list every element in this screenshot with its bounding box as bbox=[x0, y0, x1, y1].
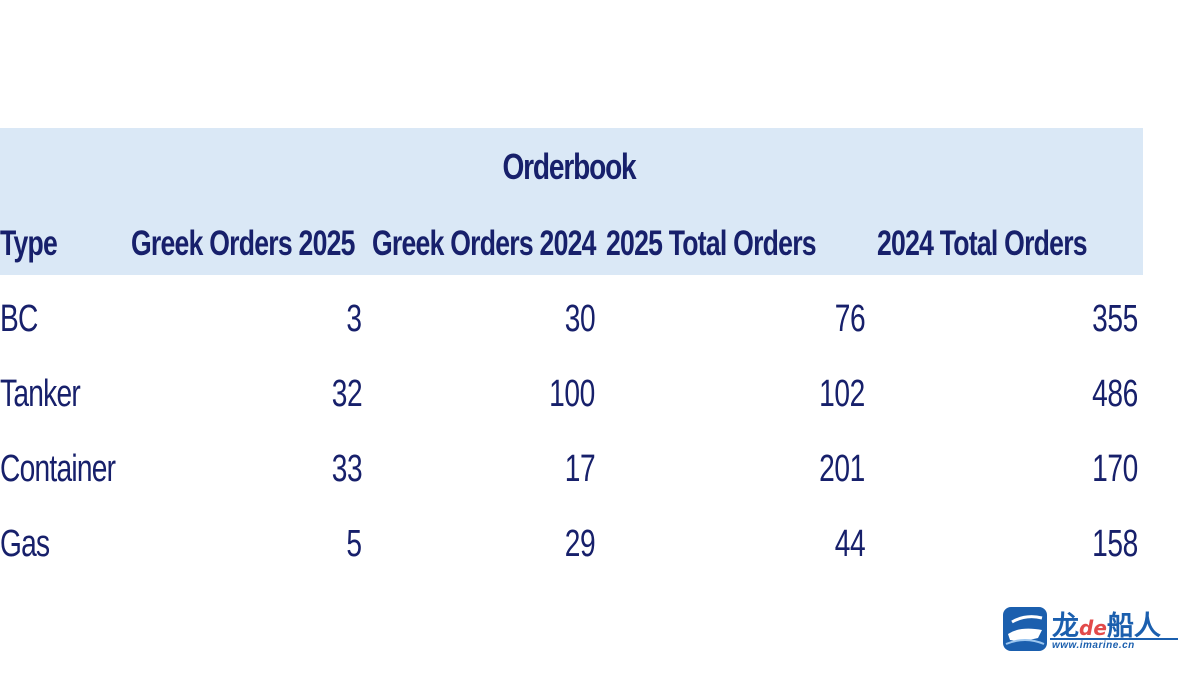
cell-greek-2025: 32 bbox=[331, 373, 362, 415]
table-title: Orderbook bbox=[502, 146, 636, 187]
cell-total-2024: 170 bbox=[1092, 448, 1138, 490]
logo-brand-part2: 船人 bbox=[1106, 611, 1161, 641]
column-header-greek-orders-2024: Greek Orders 2024 bbox=[372, 224, 596, 263]
table-row: Tanker 32 100 102 486 bbox=[0, 373, 1143, 443]
cell-greek-2025: 33 bbox=[331, 448, 362, 490]
cell-greek-2024: 17 bbox=[564, 448, 595, 490]
ship-logo-icon bbox=[1003, 607, 1047, 651]
cell-type: Tanker bbox=[0, 373, 81, 415]
table-row: Container 33 17 201 170 bbox=[0, 448, 1143, 518]
logo-brand-text: 龙de船人 bbox=[1052, 604, 1161, 643]
logo-brand-de: de bbox=[1079, 616, 1107, 640]
column-header-greek-orders-2025: Greek Orders 2025 bbox=[131, 224, 355, 263]
cell-type: Container bbox=[0, 448, 116, 490]
cell-total-2025: 102 bbox=[819, 373, 865, 415]
cell-greek-2024: 30 bbox=[564, 298, 595, 340]
cell-greek-2024: 100 bbox=[549, 373, 595, 415]
logo-url: www.imarine.cn bbox=[1052, 640, 1135, 651]
cell-greek-2025: 3 bbox=[346, 298, 363, 340]
cell-total-2025: 44 bbox=[834, 523, 865, 565]
column-header-type: Type bbox=[0, 224, 58, 263]
cell-greek-2024: 29 bbox=[564, 523, 595, 565]
cell-type: Gas bbox=[0, 523, 50, 565]
logo-brand-part1: 龙 bbox=[1052, 611, 1079, 641]
cell-greek-2025: 5 bbox=[346, 523, 363, 565]
column-header-2024-total-orders: 2024 Total Orders bbox=[877, 224, 1088, 263]
table-row: BC 3 30 76 355 bbox=[0, 298, 1143, 368]
orderbook-table: Orderbook Type Greek Orders 2025 Greek O… bbox=[0, 128, 1143, 565]
imarine-logo: 龙de船人 www.imarine.cn bbox=[1002, 604, 1182, 656]
table-row: Gas 5 29 44 158 bbox=[0, 523, 1143, 593]
cell-total-2024: 158 bbox=[1092, 523, 1138, 565]
cell-total-2025: 201 bbox=[819, 448, 865, 490]
cell-total-2024: 486 bbox=[1092, 373, 1138, 415]
logo-divider bbox=[1050, 638, 1178, 640]
cell-type: BC bbox=[0, 298, 38, 340]
table-header: Orderbook Type Greek Orders 2025 Greek O… bbox=[0, 128, 1143, 275]
cell-total-2024: 355 bbox=[1092, 298, 1138, 340]
column-header-2025-total-orders: 2025 Total Orders bbox=[606, 224, 817, 263]
cell-total-2025: 76 bbox=[834, 298, 865, 340]
